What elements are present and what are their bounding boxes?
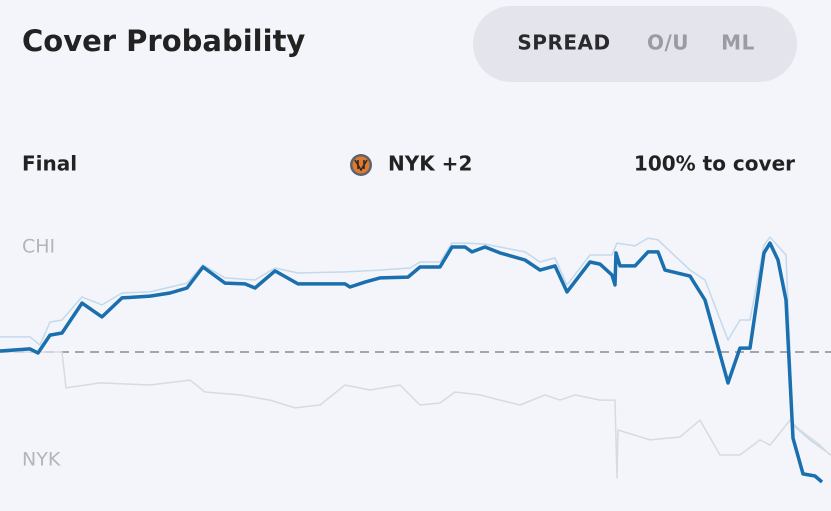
probability-line bbox=[0, 351, 831, 479]
cover-result: 100% to cover bbox=[634, 152, 795, 176]
team-line: NYK +2 bbox=[388, 152, 472, 176]
top-team-label: CHI bbox=[22, 236, 55, 258]
tab[interactable]: O/U bbox=[647, 31, 689, 55]
probability-line bbox=[0, 236, 831, 456]
tab[interactable]: SPREAD bbox=[517, 31, 610, 55]
tab[interactable]: ML bbox=[721, 31, 755, 55]
game-state: Final bbox=[22, 152, 77, 176]
bottom-team-label: NYK bbox=[22, 449, 61, 471]
title: Cover Probability bbox=[22, 24, 305, 58]
probability-line bbox=[0, 241, 824, 484]
tab-bar bbox=[473, 6, 797, 82]
team-logo bbox=[350, 154, 372, 176]
